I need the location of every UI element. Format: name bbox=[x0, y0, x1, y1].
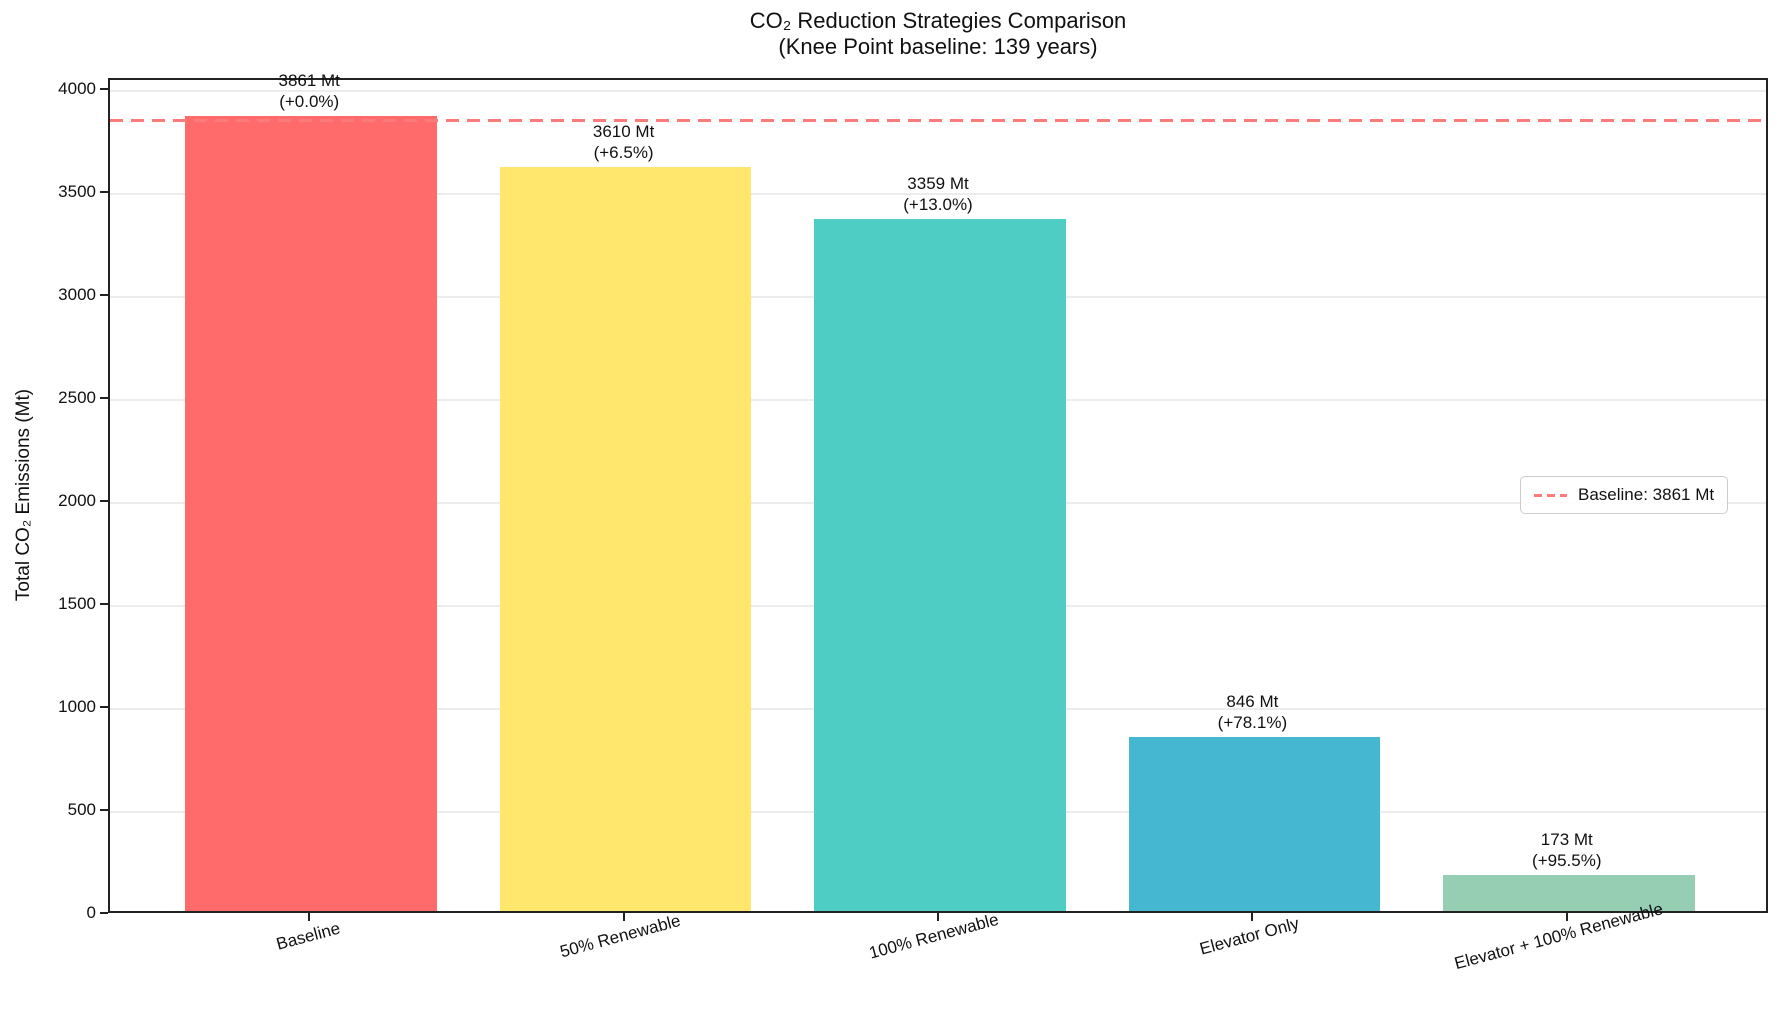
y-tick-label: 500 bbox=[67, 800, 96, 819]
y-tick-label: 1000 bbox=[58, 697, 96, 717]
x-tick-label: Baseline bbox=[274, 918, 343, 954]
y-tick-label: 3000 bbox=[58, 285, 96, 305]
x-tick-label: 100% Renewable bbox=[866, 909, 1001, 963]
legend-label: Baseline: 3861 Mt bbox=[1578, 485, 1715, 504]
baseline-reference-line bbox=[110, 118, 1766, 122]
x-tick-mark bbox=[1251, 913, 1254, 921]
y-tick-label: 0 bbox=[86, 903, 96, 922]
y-tick-mark bbox=[100, 912, 108, 914]
bar-annotation: 846 Mt (+78.1%) bbox=[1102, 691, 1402, 733]
y-tick-mark bbox=[100, 706, 108, 709]
bar-percent-label: (+78.1%) bbox=[1217, 712, 1288, 732]
bar-value-label: 3861 Mt bbox=[278, 70, 340, 90]
y-tick-label: 2000 bbox=[58, 491, 96, 511]
legend-dashed-line-sample bbox=[1534, 493, 1567, 497]
gridline bbox=[110, 193, 1766, 196]
legend: Baseline: 3861 Mt bbox=[1520, 476, 1729, 514]
bar-percent-label: (+13.0%) bbox=[903, 195, 973, 215]
x-tick-label: Elevator Only bbox=[1198, 913, 1302, 959]
x-tick-mark bbox=[937, 913, 939, 921]
y-tick-mark bbox=[100, 603, 108, 606]
bar-value-label: 3610 Mt bbox=[592, 122, 655, 142]
x-tick-label: 50% Renewable bbox=[557, 910, 683, 962]
y-tick-label: 1500 bbox=[58, 594, 96, 614]
bar-value-label: 846 Mt bbox=[1226, 691, 1279, 711]
gridline bbox=[110, 90, 1766, 93]
bar-percent-label: (+95.5%) bbox=[1532, 851, 1602, 871]
y-tick-mark bbox=[100, 294, 108, 297]
bar bbox=[185, 115, 437, 911]
y-tick-label: 2500 bbox=[58, 388, 96, 408]
x-tick-mark bbox=[1565, 913, 1568, 921]
bar bbox=[814, 219, 1066, 911]
y-tick-label: 4000 bbox=[58, 79, 96, 99]
bar-percent-label: (+0.0%) bbox=[279, 91, 340, 111]
y-tick-mark bbox=[100, 500, 108, 503]
chart-title-block: CO₂ Reduction Strategies Comparison (Kne… bbox=[108, 8, 1768, 60]
bar-annotation: 3610 Mt (+6.5%) bbox=[474, 121, 774, 163]
bar-annotation: 3861 Mt (+0.0%) bbox=[159, 70, 459, 112]
bar bbox=[499, 167, 752, 911]
bar-value-label: 173 Mt bbox=[1540, 830, 1593, 850]
x-tick-mark bbox=[622, 913, 625, 921]
y-tick-mark bbox=[100, 397, 108, 400]
plot-area bbox=[108, 78, 1768, 913]
x-tick-mark bbox=[308, 913, 311, 921]
bar bbox=[1128, 736, 1381, 911]
bar-percent-label: (+6.5%) bbox=[593, 143, 654, 163]
chart-title: CO₂ Reduction Strategies Comparison bbox=[749, 8, 1127, 33]
bar-annotation: 3359 Mt (+13.0%) bbox=[788, 173, 1088, 215]
y-tick-mark bbox=[100, 191, 108, 194]
y-tick-mark bbox=[100, 809, 108, 811]
y-tick-mark bbox=[100, 88, 108, 91]
chart-subtitle: (Knee Point baseline: 139 years) bbox=[778, 34, 1098, 59]
bar-annotation: 173 Mt (+95.5%) bbox=[1417, 829, 1717, 871]
bar bbox=[1443, 875, 1695, 911]
y-tick-label: 3500 bbox=[58, 182, 96, 202]
bar-value-label: 3359 Mt bbox=[907, 174, 969, 194]
